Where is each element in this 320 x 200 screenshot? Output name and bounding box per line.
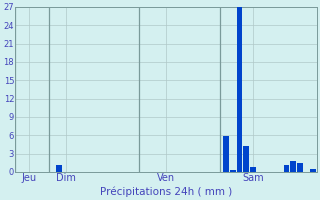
Bar [310, 169, 316, 172]
Bar [250, 167, 256, 172]
Bar [244, 146, 249, 172]
Bar [237, 7, 243, 172]
X-axis label: Précipitations 24h ( mm ): Précipitations 24h ( mm ) [100, 186, 232, 197]
Bar [56, 165, 62, 172]
Bar [290, 161, 296, 172]
Bar [223, 136, 229, 172]
Bar [284, 165, 289, 172]
Bar [297, 163, 303, 172]
Bar [230, 170, 236, 172]
